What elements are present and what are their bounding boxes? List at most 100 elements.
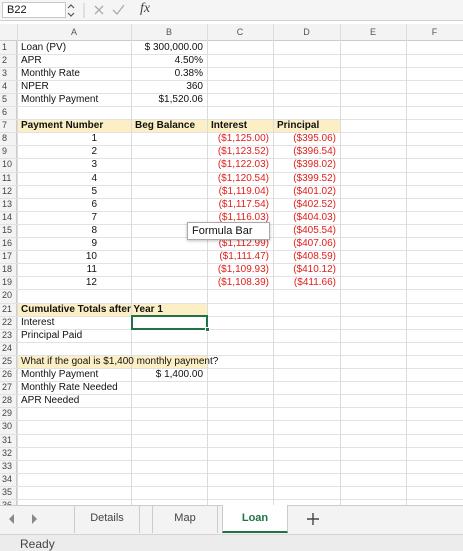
grid-line [0, 92, 463, 94]
row-header: 1 [2, 41, 8, 52]
cell: ($410.12) [293, 264, 336, 276]
grid-line [0, 407, 463, 409]
add-sheet[interactable] [307, 513, 319, 525]
cell: Payment Number [21, 120, 104, 132]
tab-controls [9, 513, 319, 525]
cell: APR Needed [21, 395, 80, 407]
cell: Principal Paid [21, 329, 83, 341]
cell: 11 [86, 264, 97, 276]
column-header: B [165, 27, 172, 37]
row-header: 12 [2, 185, 13, 196]
row-header: 4 [2, 80, 8, 91]
column-header: D [303, 27, 310, 37]
row-header: 9 [2, 146, 8, 157]
row-header: 22 [2, 316, 13, 327]
name-box-arrows[interactable] [67, 4, 75, 17]
row-header: 6 [2, 107, 8, 117]
grid-line [406, 24, 407, 505]
cell: ($1,120.54) [217, 172, 269, 184]
column-header: C [236, 27, 244, 37]
cell: ($402.52) [293, 198, 336, 210]
cell: ($399.52) [293, 172, 336, 184]
cell: $ 1,400.00 [155, 369, 203, 380]
cell: 6 [91, 198, 97, 210]
cell: Cumulative Totals after Year 1 [21, 303, 163, 315]
grid-line [0, 315, 463, 317]
cell: 2 [91, 146, 97, 158]
cell: Monthly Rate Needed [21, 382, 118, 394]
sheet-tab[interactable]: Map [152, 505, 218, 533]
next-sheet[interactable] [32, 514, 37, 524]
row-header: 28 [2, 395, 13, 406]
grid-line [0, 354, 463, 356]
cell: ($1,111.47) [219, 251, 269, 263]
grid-line [0, 263, 463, 265]
row-header: 2 [2, 54, 8, 65]
cell: ($396.54) [293, 146, 336, 158]
status-text: Ready [20, 537, 55, 551]
grid-line [340, 24, 341, 505]
cell: 3 [91, 159, 97, 171]
enter-icon[interactable] [112, 4, 125, 15]
grid-line [0, 158, 463, 160]
row-header: 11 [2, 172, 12, 183]
row-header: 27 [2, 382, 13, 393]
cell: Monthly Payment [21, 369, 99, 380]
cell: Monthly Rate [21, 67, 80, 79]
row-header: 18 [2, 264, 13, 275]
cell: Interest [211, 120, 248, 132]
grid-line [0, 485, 463, 487]
row-header: 24 [2, 342, 13, 353]
cell: 7 [91, 211, 97, 223]
cancel-icon[interactable] [94, 5, 104, 15]
cell: 9 [91, 238, 97, 249]
grid-line [17, 24, 18, 505]
cell-fill [17, 354, 207, 368]
grid-line [0, 328, 463, 330]
name-box[interactable]: B22 [2, 2, 66, 18]
grid-line [0, 250, 463, 252]
grid-line [0, 66, 463, 68]
row-header: 34 [2, 473, 13, 484]
grid-line [0, 145, 463, 147]
cell: Principal [277, 120, 320, 132]
grid-line [0, 53, 463, 55]
row-header: 32 [2, 447, 13, 458]
row-header: 3 [2, 67, 8, 78]
row-header: 25 [2, 355, 13, 366]
cell: ($401.02) [293, 185, 336, 197]
grid-line [207, 24, 208, 505]
selected-cell[interactable] [131, 314, 208, 330]
formula-icons [67, 3, 125, 18]
tooltip: Formula Bar [187, 222, 270, 240]
row-header: 30 [2, 421, 13, 432]
cell: ($1,122.03) [217, 159, 269, 171]
grid-line [0, 119, 463, 121]
row-header: 8 [2, 133, 8, 144]
grid-line [273, 24, 274, 505]
grid-line [0, 171, 463, 173]
cell: ($1,119.04) [218, 185, 269, 197]
fill-handle[interactable] [205, 326, 210, 332]
grid-line [0, 433, 463, 435]
grid-line [0, 420, 463, 422]
grid-line [0, 381, 463, 383]
row-header: 35 [2, 486, 13, 497]
sheet-tab[interactable]: Loan [222, 505, 288, 533]
cell: ($1,123.52) [217, 146, 269, 158]
column-header: F [431, 27, 438, 37]
row-header: 23 [2, 329, 13, 340]
grid-line [0, 184, 463, 186]
cell: ($1,108.39) [217, 277, 269, 289]
prev-sheet[interactable] [9, 514, 14, 524]
sheet-tab[interactable]: Details [74, 505, 140, 533]
function-icon[interactable]: fx [140, 1, 151, 16]
grid-line [0, 289, 463, 291]
grid-line [0, 341, 463, 343]
row-header: 15 [2, 224, 13, 235]
cell: 12 [85, 277, 97, 289]
cell: What if the goal is $1,400 monthly payme… [21, 355, 219, 367]
grid-line [0, 446, 463, 448]
cell: Monthly Payment [21, 93, 99, 105]
